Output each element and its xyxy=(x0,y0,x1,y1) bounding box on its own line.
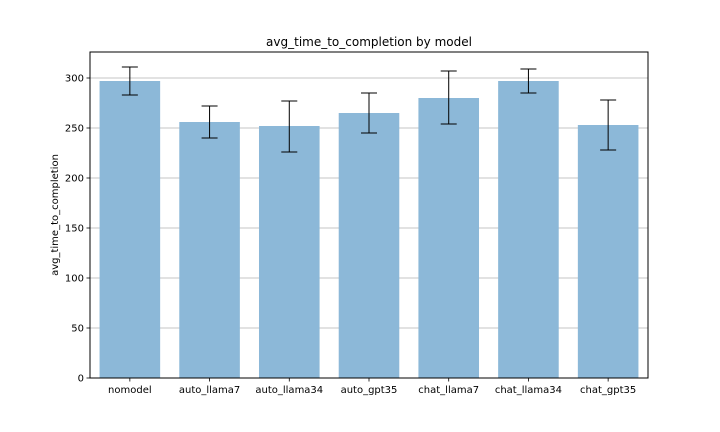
y-tick-label: 100 xyxy=(65,274,84,285)
bar-chat_gpt35 xyxy=(577,125,639,378)
x-tick-label-chat_gpt35: chat_gpt35 xyxy=(580,385,636,396)
bar-chat_llama34 xyxy=(498,81,559,378)
bar-auto_gpt35 xyxy=(338,113,400,378)
x-tick-label-auto_llama34: auto_llama34 xyxy=(255,385,323,396)
bar-auto_llama34 xyxy=(258,126,320,378)
y-axis-ticks: 0 50 100 150 200 250 300 xyxy=(65,74,90,385)
y-tick-label: 300 xyxy=(65,74,84,85)
bars xyxy=(99,81,639,378)
x-axis-ticks: nomodel auto_llama7 auto_llama34 auto_gpt35… xyxy=(108,378,636,396)
y-tick-label: 200 xyxy=(65,174,84,185)
bar-nomodel xyxy=(99,81,161,378)
y-axis-title: avg_time_to_completion xyxy=(50,154,61,276)
x-tick-label-chat_llama34: chat_llama34 xyxy=(495,385,562,396)
x-tick-label-nomodel: nomodel xyxy=(108,385,152,396)
y-tick-label: 0 xyxy=(78,374,84,385)
x-tick-label-auto_gpt35: auto_gpt35 xyxy=(341,385,398,396)
error-bars xyxy=(121,66,617,153)
y-tick-label: 50 xyxy=(71,324,84,335)
chart-title: avg_time_to_completion by model xyxy=(266,35,472,49)
bar-auto_llama7 xyxy=(179,122,240,378)
y-tick-label: 150 xyxy=(65,224,84,235)
y-tick-label: 250 xyxy=(65,124,84,135)
x-tick-label-auto_llama7: auto_llama7 xyxy=(179,385,240,396)
x-tick-label-chat_llama7: chat_llama7 xyxy=(418,385,479,396)
bar-chat_llama7 xyxy=(418,98,480,378)
